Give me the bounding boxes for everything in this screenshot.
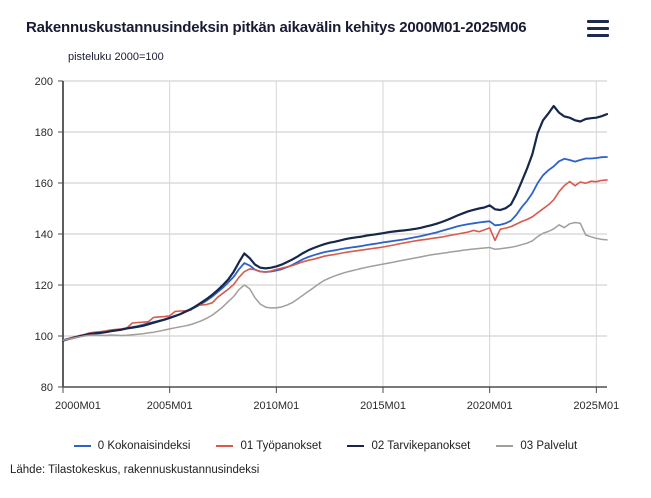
legend-item-kokonaisindeksi[interactable]: 0 Kokonaisindeksi [73, 440, 191, 452]
source-text: Lähde: Tilastokeskus, rakennuskustannusi… [10, 464, 260, 476]
menu-button[interactable] [587, 20, 609, 37]
legend-dash-palvelut [496, 445, 514, 447]
svg-text:140: 140 [35, 229, 53, 241]
svg-text:100: 100 [35, 331, 53, 343]
svg-text:2010M01: 2010M01 [253, 400, 299, 412]
legend-item-palvelut[interactable]: 03 Palvelut [496, 440, 577, 452]
svg-text:200: 200 [35, 76, 53, 88]
svg-text:180: 180 [35, 127, 53, 139]
series-line-3 [62, 221, 608, 342]
svg-text:2015M01: 2015M01 [360, 400, 406, 412]
svg-text:120: 120 [35, 280, 53, 292]
legend-label: 02 Tarvikepanokset [371, 440, 471, 452]
svg-text:2020M01: 2020M01 [467, 400, 513, 412]
svg-text:2000M01: 2000M01 [55, 400, 101, 412]
y-gridlines: 80 100 120 140 160 180 200 [35, 76, 607, 394]
legend-item-tyopanokset[interactable]: 01 Työpanokset [216, 440, 321, 452]
svg-text:2005M01: 2005M01 [147, 400, 193, 412]
series-line-0 [62, 156, 608, 342]
chart-svg: 80 100 120 140 160 180 200 2000M01 2005M01 2010M0… [35, 76, 620, 412]
legend-dash-tyopanokset [216, 445, 234, 447]
legend-item-tarvikepanokset[interactable]: 02 Tarvikepanokset [347, 440, 470, 452]
legend-dash-tarvikepanokset [347, 445, 365, 447]
hamburger-icon [587, 20, 609, 23]
svg-text:80: 80 [41, 382, 53, 394]
legend-label: 0 Kokonaisindeksi [97, 440, 191, 452]
hamburger-icon [587, 27, 609, 30]
x-gridlines: 2000M01 2005M01 2010M01 2015M01 2020M01 2025M… [55, 81, 619, 412]
chart-area: 80 100 120 140 160 180 200 2000M01 2005M01 2010M0… [0, 68, 651, 428]
y-axis-unit-label: pisteluku 2000=100 [68, 51, 164, 63]
series-line-2 [61, 104, 609, 342]
hamburger-icon [587, 34, 609, 37]
series-line-1 [62, 179, 608, 341]
svg-text:2025M01: 2025M01 [573, 400, 619, 412]
chart-title: Rakennuskustannusindeksin pitkän aikaväl… [26, 19, 527, 36]
svg-text:160: 160 [35, 178, 53, 190]
chart-legend: 0 Kokonaisindeksi 01 Työpanokset 02 Tarv… [0, 440, 651, 452]
legend-dash-kokonaisindeksi [73, 445, 91, 447]
legend-label: 03 Palvelut [520, 440, 578, 452]
legend-label: 01 Työpanokset [240, 440, 322, 452]
